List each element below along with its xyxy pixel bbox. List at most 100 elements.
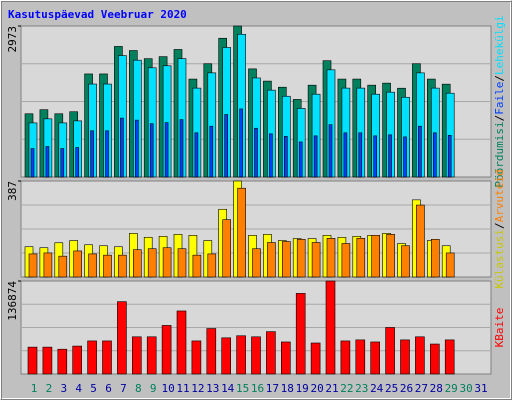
x-tick-label: 11 <box>176 382 189 395</box>
bar <box>239 108 243 178</box>
bar <box>269 133 273 178</box>
bar <box>224 114 228 178</box>
bar <box>72 345 82 375</box>
bar <box>88 253 97 278</box>
x-tick-label: 12 <box>191 382 204 395</box>
x-tick-label: 31 <box>474 382 487 395</box>
bar <box>135 119 139 178</box>
x-tick-label: 10 <box>161 382 174 395</box>
bar <box>60 148 65 178</box>
bar <box>388 134 392 178</box>
bar <box>252 248 261 278</box>
bar <box>313 135 318 178</box>
x-tick-label: 20 <box>310 382 323 395</box>
chart-title: Kasutuspäevad Veebruar 2020 <box>8 8 187 21</box>
bar <box>73 250 82 278</box>
bar <box>432 132 437 178</box>
bar <box>251 336 261 375</box>
bar <box>418 125 422 178</box>
bar <box>328 124 333 178</box>
bar <box>222 219 231 278</box>
bar <box>191 340 202 375</box>
bar <box>254 127 258 178</box>
bar <box>385 327 395 375</box>
x-tick-label: 22 <box>340 382 353 395</box>
bar <box>280 341 291 375</box>
x-tick-label: 3 <box>60 382 67 395</box>
bar <box>132 336 142 375</box>
legend: KBaite <box>493 308 506 348</box>
x-tick-label: 6 <box>105 382 112 395</box>
bar <box>161 325 172 375</box>
bar <box>221 337 231 375</box>
bar <box>28 253 38 278</box>
bar <box>340 340 351 375</box>
y-tick-label: 387 <box>6 181 19 201</box>
bar <box>310 342 321 375</box>
x-tick-label: 19 <box>296 382 309 395</box>
bar <box>444 339 455 375</box>
legend-separator: / <box>493 222 506 229</box>
legend-entry: Pöördumisi <box>493 121 506 187</box>
bar <box>355 339 366 375</box>
bar <box>102 340 112 375</box>
x-tick-label: 18 <box>281 382 294 395</box>
x-tick-label: 30 <box>459 382 472 395</box>
bar <box>42 346 53 375</box>
bar <box>27 346 38 375</box>
bar <box>445 252 455 278</box>
x-tick-label: 8 <box>135 382 142 395</box>
bar <box>58 255 68 278</box>
bar <box>45 146 50 178</box>
x-tick-label: 23 <box>355 382 368 395</box>
y-tick-label: 136874 <box>6 281 19 321</box>
bar <box>43 252 53 278</box>
x-tick-label: 5 <box>90 382 97 395</box>
bar <box>117 301 127 375</box>
bar <box>358 132 363 178</box>
x-tick-label: 27 <box>415 382 428 395</box>
legend-separator: / <box>493 75 506 82</box>
bar <box>103 254 112 278</box>
bar <box>356 238 366 278</box>
bar <box>298 141 303 178</box>
x-tick-label: 7 <box>120 382 127 395</box>
x-tick-label: 21 <box>325 382 338 395</box>
bar <box>236 335 246 375</box>
x-tick-label: 16 <box>251 382 264 395</box>
bar <box>447 135 452 178</box>
x-tick-label: 26 <box>400 382 413 395</box>
bar <box>147 248 157 278</box>
x-tick-label: 13 <box>206 382 219 395</box>
bar <box>401 245 410 278</box>
bar <box>209 125 214 178</box>
legend-entry: Arvuteid <box>493 169 506 222</box>
bar <box>341 243 351 278</box>
bar <box>176 310 187 375</box>
bar <box>373 135 378 178</box>
legend: Külastusi/Arvuteid <box>493 169 506 288</box>
x-tick-label: 9 <box>150 382 157 395</box>
legend-entry: Lehekülgi <box>493 15 506 75</box>
bar <box>177 248 187 278</box>
x-tick-label: 14 <box>221 382 235 395</box>
bar <box>192 254 202 278</box>
bar <box>281 241 291 278</box>
bar <box>371 235 381 278</box>
bar <box>295 293 306 375</box>
x-tick-label: 17 <box>266 382 279 395</box>
x-tick-label: 25 <box>385 382 398 395</box>
x-tick-label: 24 <box>370 382 384 395</box>
legend-entry: Faile <box>493 82 506 115</box>
bar <box>370 341 381 375</box>
legend-separator: / <box>493 115 506 122</box>
x-tick-label: 4 <box>75 382 82 395</box>
bar <box>162 247 172 278</box>
bar <box>283 136 288 178</box>
x-tick-label: 28 <box>430 382 443 395</box>
bar <box>194 132 199 178</box>
bar <box>343 132 348 178</box>
legend: Pöördumisi/Faile/Lehekülgi <box>493 15 506 187</box>
